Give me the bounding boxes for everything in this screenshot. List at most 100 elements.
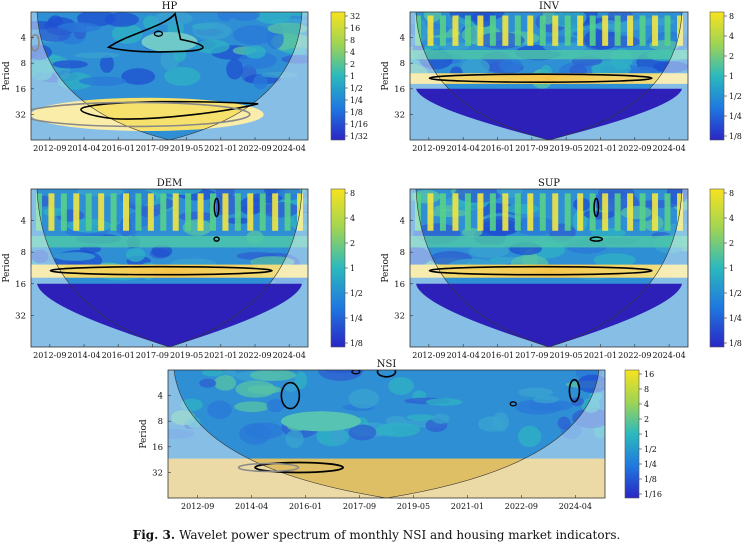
colorbar-tick-label: 1/4 <box>729 112 742 121</box>
power-blob <box>111 23 143 44</box>
colorbar <box>330 11 346 141</box>
y-tick-label: 16 <box>394 280 405 290</box>
power-blob <box>461 58 490 77</box>
power-blob <box>164 66 201 86</box>
seasonal-stripe <box>489 15 496 46</box>
seasonal-stripe <box>577 193 584 231</box>
power-blob <box>57 22 101 33</box>
seasonal-stripe <box>552 15 559 46</box>
colorbar-tick-label: 1/2 <box>350 84 363 93</box>
power-blob <box>31 249 49 264</box>
colorbar-tick-label: 1/8 <box>644 475 657 484</box>
y-axis-label: Period <box>2 253 12 283</box>
power-blob <box>245 422 284 439</box>
y-tick-label: 16 <box>15 280 26 290</box>
colorbar-tick-label: 1/8 <box>729 132 742 141</box>
power-blob <box>121 68 156 85</box>
power-blob <box>36 27 71 42</box>
band-period-6 <box>31 235 308 248</box>
power-blob <box>577 374 605 393</box>
cone-of-influence-line <box>173 370 600 498</box>
x-tick-label: 2014-04 <box>447 144 480 153</box>
x-tick-label: 2012-09 <box>33 144 66 153</box>
y-tick-label: 32 <box>152 468 163 478</box>
plot-frame <box>167 369 606 499</box>
significance-contour <box>589 236 604 242</box>
cone-of-influence-line <box>36 12 303 140</box>
colorbar-tick-label: 1 <box>729 72 734 81</box>
significance-contour <box>49 265 273 276</box>
cone-of-influence-mask <box>410 189 688 347</box>
significance-contour <box>280 381 301 410</box>
seasonal-stripe <box>577 15 584 46</box>
significance-contour <box>509 401 517 407</box>
caption-label: Fig. 3. <box>132 528 176 542</box>
seasonal-stripe <box>247 193 254 231</box>
low-power-region <box>37 283 302 347</box>
power-blob <box>261 71 299 78</box>
seasonal-stripe <box>514 193 521 231</box>
seasonal-stripe <box>664 15 671 46</box>
seasonal-stripe <box>272 193 279 231</box>
seasonal-stripe <box>614 193 621 231</box>
seasonal-stripe <box>427 15 434 46</box>
x-tick-label: 2012-09 <box>181 502 214 511</box>
x-tick-label: 2019-05 <box>170 351 203 360</box>
power-blob <box>217 12 234 22</box>
seasonal-stripe <box>564 15 571 46</box>
seasonal-stripe <box>589 193 596 231</box>
y-tick-label: 8 <box>158 417 163 427</box>
significance-contour <box>376 370 397 378</box>
colorbar-tick-label: 4 <box>350 214 355 223</box>
power-blob <box>477 32 525 49</box>
power-blob <box>410 246 431 267</box>
power-blob <box>533 395 559 404</box>
power-blob <box>527 400 573 412</box>
chart-title: SUP <box>538 178 560 189</box>
power-blob <box>194 39 230 54</box>
y-tick-label: 4 <box>400 34 405 44</box>
panel-inv: INV Period 4 8 16 32 2012-09 2014-04 2016-01 2017… <box>381 1 742 153</box>
seasonal-stripe <box>527 193 534 231</box>
cone-of-influence-line <box>415 12 683 140</box>
x-tick-label: 2014-04 <box>235 502 268 511</box>
seasonal-stripe <box>60 193 67 231</box>
y-tick-label: 32 <box>15 311 26 321</box>
seasonal-stripe <box>210 193 216 231</box>
colorbar <box>624 369 640 499</box>
power-blob <box>230 12 260 21</box>
seasonal-stripe <box>464 193 471 231</box>
panel-dem: DEM Period 4 8 16 32 2012-09 2014-04 2016-01 2017… <box>2 178 363 360</box>
power-blob <box>234 401 270 413</box>
significance-contour <box>351 370 361 375</box>
power-blob <box>331 427 346 445</box>
power-blob <box>168 428 195 439</box>
x-tick-label: 2019-05 <box>397 502 430 511</box>
seasonal-stripe <box>110 193 117 231</box>
seasonal-stripe <box>627 193 634 231</box>
colorbar-tick-label: 16 <box>644 370 654 379</box>
power-blob <box>104 12 139 27</box>
y-tick-label: 4 <box>21 34 26 44</box>
plot-frame <box>409 188 689 348</box>
x-tick-label: 2021-01 <box>584 144 617 153</box>
high-power-region <box>168 458 605 498</box>
colorbar-tick-label: 2 <box>729 239 734 248</box>
significance-contour <box>428 265 653 276</box>
colorbar-tick-label: 4 <box>729 32 734 41</box>
colorbar-tick-label: 1 <box>644 430 649 439</box>
panel-nsi: NSI Period 4 8 16 32 2012-09 2014-04 2016-01 2017… <box>139 359 662 511</box>
y-axis-label: Period <box>381 253 391 283</box>
power-blob <box>281 54 308 64</box>
x-tick-label: 2016-01 <box>102 351 135 360</box>
seasonal-stripe <box>234 193 241 231</box>
cone-of-influence-mask <box>31 12 308 140</box>
x-tick-label: 2017-09 <box>136 144 169 153</box>
y-tick-label: 4 <box>21 217 26 227</box>
colorbar-tick-label: 1/2 <box>350 289 363 298</box>
seasonal-stripe <box>427 193 434 231</box>
power-blob <box>201 370 224 377</box>
x-tick-label: 2022-09 <box>238 351 271 360</box>
seasonal-stripe <box>439 15 446 46</box>
power-blob <box>505 203 540 215</box>
